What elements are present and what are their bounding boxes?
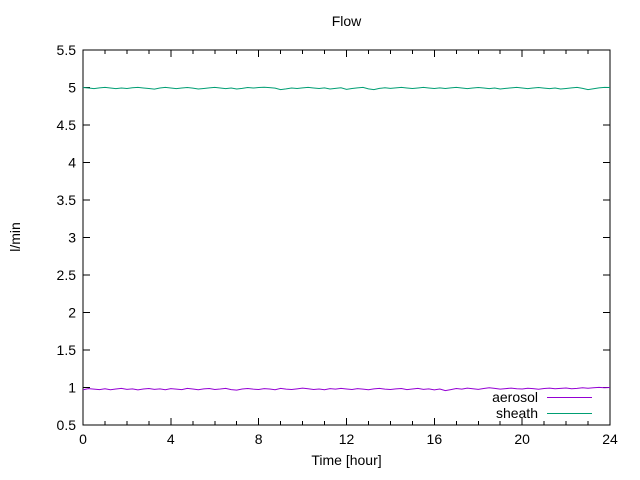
series-line-aerosol (82, 386, 611, 392)
x-tick-label: 24 (602, 431, 618, 447)
plot-border (82, 49, 611, 426)
y-tick-label: 5 (68, 80, 76, 96)
x-tick-label: 20 (514, 431, 530, 447)
x-tick-label: 8 (255, 431, 263, 447)
y-tick-label: 1 (68, 380, 76, 396)
legend: aerosol sheath (492, 389, 592, 421)
legend-label-sheath: sheath (495, 405, 538, 421)
y-tick-label: 4 (68, 155, 76, 171)
x-tick-label: 4 (167, 431, 175, 447)
x-tick-label: 12 (339, 431, 355, 447)
x-tick-label: 16 (427, 431, 443, 447)
x-axis-title: Time [hour] (311, 452, 382, 468)
legend-item-aerosol: aerosol (492, 389, 592, 405)
legend-item-sheath: sheath (492, 405, 592, 421)
y-tick-label: 5.5 (57, 42, 77, 58)
legend-label-aerosol: aerosol (492, 389, 538, 405)
y-tick-label: 0.5 (57, 417, 77, 433)
y-tick-label: 2.5 (57, 267, 77, 283)
y-axis-title: l/min (7, 222, 23, 252)
series-line-sheath (82, 86, 611, 91)
y-tick-label: 3.5 (57, 192, 77, 208)
y-tick-label: 4.5 (57, 117, 77, 133)
y-tick-label: 2 (68, 305, 76, 321)
x-tick-label: 0 (79, 431, 87, 447)
legend-line-sample-aerosol (547, 396, 592, 398)
y-tick-label: 3 (68, 230, 76, 246)
chart-title: Flow (331, 13, 362, 29)
legend-line-sample-sheath (547, 412, 592, 414)
y-tick-label: 1.5 (57, 342, 77, 358)
